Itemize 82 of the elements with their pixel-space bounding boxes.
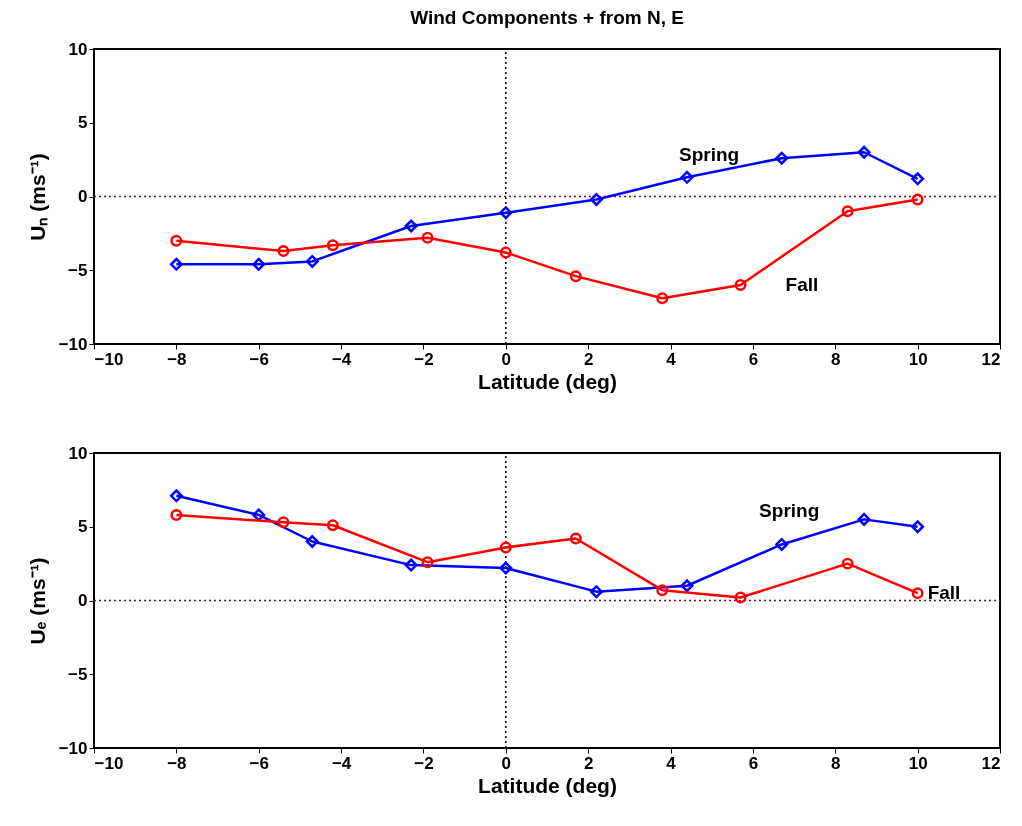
- x-tick-label: 4: [666, 753, 677, 773]
- x-tick-label: −10: [94, 349, 124, 369]
- point: [326, 519, 339, 532]
- point: [305, 254, 319, 268]
- point: [569, 532, 582, 545]
- point: [326, 239, 339, 252]
- x-axis-title: Latitude (deg): [478, 773, 617, 797]
- series-label: Spring: [759, 500, 820, 522]
- series-label: Fall: [785, 274, 819, 295]
- point: [499, 561, 513, 575]
- point: [911, 520, 925, 534]
- x-tick-label: −8: [167, 349, 187, 369]
- point: [170, 234, 183, 247]
- x-tick-label: 8: [831, 753, 841, 773]
- x-tick-label: −4: [331, 753, 352, 773]
- x-tick-label: 12: [981, 349, 1001, 369]
- x-tick-label: 8: [831, 349, 841, 369]
- series-label: Fall: [927, 582, 961, 604]
- point: [499, 246, 512, 259]
- y-tick-label: −5: [68, 260, 88, 280]
- point: [841, 205, 854, 218]
- chart-title: Wind Components + from N, E: [410, 7, 684, 28]
- point: [857, 145, 871, 159]
- x-axis-title: Latitude (deg): [478, 369, 617, 393]
- y-tick-label: 10: [68, 443, 88, 463]
- point: [841, 557, 854, 570]
- x-tick-label: 2: [583, 349, 594, 369]
- y-tick-label: −5: [68, 664, 88, 684]
- point: [252, 257, 266, 271]
- y-tick-label: −10: [58, 738, 88, 758]
- point: [589, 585, 603, 599]
- point: [170, 508, 183, 521]
- x-tick-label: −2: [414, 753, 434, 773]
- point: [589, 192, 603, 206]
- y-tick-label: 0: [78, 187, 88, 206]
- point: [277, 245, 290, 258]
- y-tick-label: −10: [58, 334, 88, 354]
- point: [911, 172, 925, 186]
- point: [277, 516, 290, 529]
- x-tick-label: 2: [583, 753, 594, 773]
- point: [734, 591, 747, 604]
- x-tick-label: 12: [981, 753, 1001, 773]
- x-tick-label: 4: [666, 349, 677, 369]
- point: [734, 279, 747, 291]
- x-tick-label: −6: [249, 349, 269, 369]
- x-tick-label: 6: [748, 753, 759, 773]
- point: [680, 579, 694, 593]
- x-tick-label: −8: [167, 753, 187, 773]
- point: [499, 206, 513, 220]
- x-tick-label: 10: [908, 349, 928, 369]
- point: [499, 541, 512, 554]
- y-axis-title: Uₙ (ms⁻¹): [25, 153, 49, 241]
- x-tick-label: −6: [249, 753, 269, 773]
- x-tick-label: −4: [331, 349, 352, 369]
- x-tick-label: −2: [414, 349, 434, 369]
- y-tick-label: 0: [78, 591, 88, 610]
- point: [775, 537, 789, 551]
- point: [305, 535, 319, 548]
- y-tick-label: 5: [78, 517, 88, 537]
- series-label: Spring: [679, 144, 740, 166]
- point: [656, 292, 669, 305]
- point: [404, 558, 418, 572]
- point: [857, 512, 871, 526]
- point: [421, 556, 434, 569]
- point: [169, 257, 183, 271]
- y-axis-title: Uₑ (ms⁻¹): [25, 557, 49, 645]
- point: [775, 151, 789, 165]
- y-tick-label: 10: [68, 39, 88, 59]
- x-tick-label: 10: [908, 753, 928, 773]
- x-tick-label: 6: [748, 349, 759, 369]
- point: [656, 584, 669, 597]
- point: [169, 489, 183, 503]
- point: [911, 193, 924, 206]
- x-tick-label: 0: [501, 349, 512, 369]
- y-tick-label: 5: [78, 113, 88, 133]
- x-tick-label: 0: [501, 753, 512, 773]
- point: [569, 270, 582, 283]
- point: [680, 170, 694, 184]
- point: [911, 587, 924, 600]
- point: [421, 231, 434, 244]
- point: [404, 219, 418, 233]
- x-tick-label: −10: [94, 753, 124, 773]
